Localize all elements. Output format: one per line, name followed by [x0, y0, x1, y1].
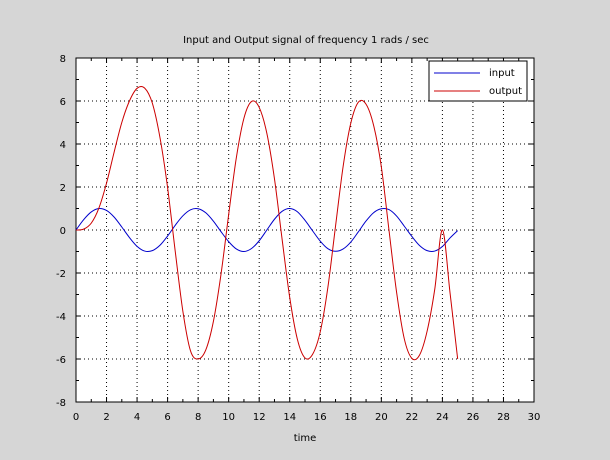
x-tick-label: 4: [134, 412, 140, 423]
legend-input-label: input: [489, 68, 515, 79]
x-tick-label: 0: [73, 412, 79, 423]
x-tick-label: 26: [467, 412, 480, 423]
x-tick-label: 6: [164, 412, 170, 423]
y-tick-label: 2: [60, 183, 66, 194]
y-tick-label: 8: [60, 54, 66, 65]
x-tick-label: 28: [497, 412, 510, 423]
x-tick-label: 20: [375, 412, 388, 423]
y-tick-label: -6: [56, 355, 66, 366]
x-tick-label: 24: [436, 412, 449, 423]
x-tick-label: 22: [405, 412, 418, 423]
grid: [76, 58, 534, 402]
legend-output-label: output: [489, 86, 522, 97]
axis-ticks: [75, 57, 535, 403]
x-tick-label: 8: [195, 412, 201, 423]
y-tick-label: 0: [60, 226, 66, 237]
x-tick-label: 14: [283, 412, 296, 423]
x-tick-label: 12: [253, 412, 266, 423]
y-tick-label: -4: [56, 312, 66, 323]
x-tick-label: 30: [528, 412, 541, 423]
y-tick-label: -2: [56, 269, 66, 280]
y-tick-label: 6: [60, 97, 66, 108]
x-axis-label: time: [294, 433, 317, 444]
y-tick-label: -8: [56, 398, 66, 409]
series-output-line: [75, 85, 459, 361]
series-lines: [75, 85, 459, 361]
x-tick-label: 18: [344, 412, 357, 423]
x-tick-label: 16: [314, 412, 327, 423]
x-axis-tick-labels: 0 2 4 6 8 10 12 14 16 18 20 22 24 26 28 30: [73, 412, 541, 423]
y-tick-label: 4: [60, 140, 66, 151]
y-axis-tick-labels: -8 -6 -4 -2 0 2 4 6 8: [56, 54, 66, 409]
legend-box: [428, 60, 528, 102]
chart-title: Input and Output signal of frequency 1 r…: [183, 35, 429, 46]
x-tick-label: 10: [222, 412, 235, 423]
x-tick-label: 2: [103, 412, 109, 423]
series-input-line: [75, 207, 459, 253]
legend[interactable]: input output: [428, 60, 528, 102]
